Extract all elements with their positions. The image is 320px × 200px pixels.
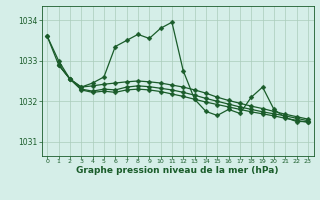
X-axis label: Graphe pression niveau de la mer (hPa): Graphe pression niveau de la mer (hPa) <box>76 166 279 175</box>
